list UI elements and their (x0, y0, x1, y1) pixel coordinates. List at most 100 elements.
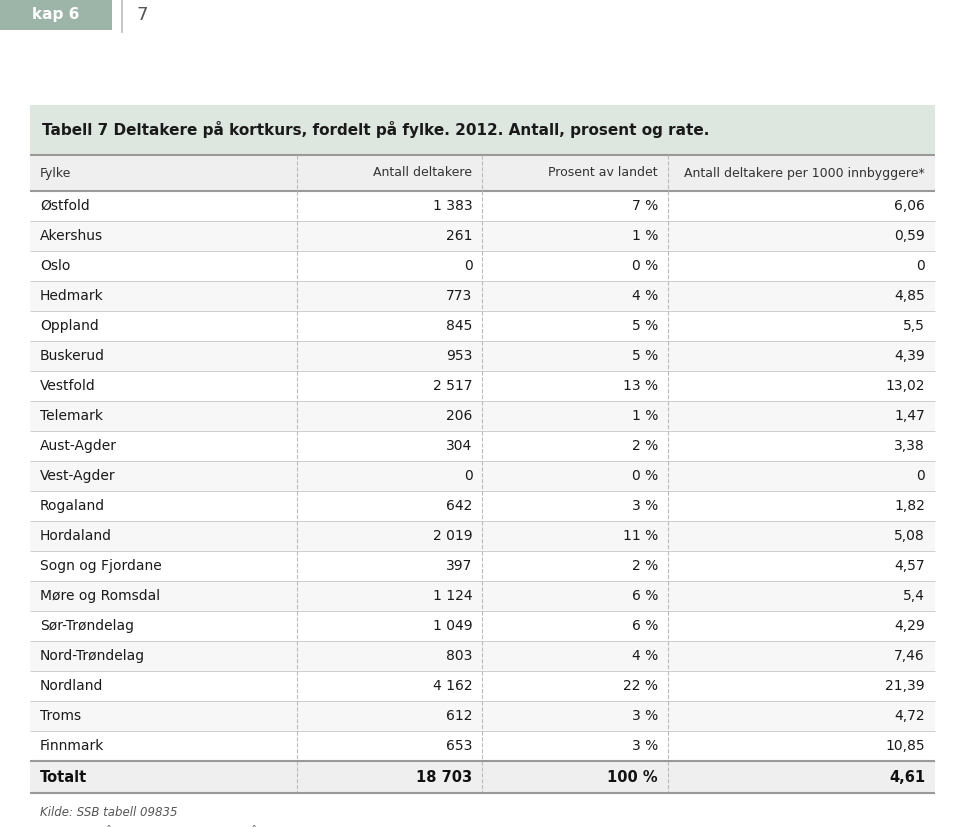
Text: 6 %: 6 % (632, 589, 658, 603)
Text: 2 %: 2 % (632, 439, 658, 453)
Text: 100 %: 100 % (608, 769, 658, 785)
Text: 7: 7 (136, 6, 148, 24)
Text: 3 %: 3 % (632, 709, 658, 723)
Text: 18 703: 18 703 (417, 769, 472, 785)
FancyBboxPatch shape (30, 251, 935, 281)
Text: Troms: Troms (40, 709, 82, 723)
FancyBboxPatch shape (30, 611, 935, 641)
Text: 11 %: 11 % (623, 529, 658, 543)
Text: Sogn og Fjordane: Sogn og Fjordane (40, 559, 161, 573)
Text: 6,06: 6,06 (894, 199, 925, 213)
Text: 7 %: 7 % (632, 199, 658, 213)
FancyBboxPatch shape (30, 341, 935, 371)
Text: 1 %: 1 % (632, 229, 658, 243)
FancyBboxPatch shape (30, 281, 935, 311)
Text: Hordaland: Hordaland (40, 529, 112, 543)
Text: 5 %: 5 % (632, 349, 658, 363)
Text: Finnmark: Finnmark (40, 739, 105, 753)
Text: 953: 953 (446, 349, 472, 363)
Text: 13,02: 13,02 (885, 379, 925, 393)
Text: 0: 0 (464, 469, 472, 483)
FancyBboxPatch shape (30, 581, 935, 611)
Text: Telemark: Telemark (40, 409, 103, 423)
FancyBboxPatch shape (0, 0, 112, 30)
FancyBboxPatch shape (30, 221, 935, 251)
Text: Møre og Romsdal: Møre og Romsdal (40, 589, 160, 603)
Text: 304: 304 (446, 439, 472, 453)
Text: kap 6: kap 6 (33, 7, 80, 22)
Text: Sør-Trøndelag: Sør-Trøndelag (40, 619, 134, 633)
Text: 261: 261 (446, 229, 472, 243)
Text: 612: 612 (446, 709, 472, 723)
Text: 3 %: 3 % (632, 739, 658, 753)
Text: Aust-Agder: Aust-Agder (40, 439, 117, 453)
Text: 642: 642 (446, 499, 472, 513)
Text: 3,38: 3,38 (895, 439, 925, 453)
Text: 4,39: 4,39 (895, 349, 925, 363)
Text: 1,82: 1,82 (894, 499, 925, 513)
Text: 3 %: 3 % (632, 499, 658, 513)
FancyBboxPatch shape (30, 105, 935, 155)
Text: Vestfold: Vestfold (40, 379, 96, 393)
Text: 0 %: 0 % (632, 469, 658, 483)
Text: Fylke: Fylke (40, 166, 71, 179)
FancyBboxPatch shape (30, 551, 935, 581)
Text: Buskerud: Buskerud (40, 349, 105, 363)
Text: Nord-Trøndelag: Nord-Trøndelag (40, 649, 145, 663)
FancyBboxPatch shape (30, 191, 935, 221)
Text: 653: 653 (446, 739, 472, 753)
Text: 5,08: 5,08 (895, 529, 925, 543)
Text: 2 019: 2 019 (433, 529, 472, 543)
FancyBboxPatch shape (30, 761, 935, 793)
Text: 13 %: 13 % (623, 379, 658, 393)
Text: Prosent av landet: Prosent av landet (548, 166, 658, 179)
Text: 4,61: 4,61 (889, 769, 925, 785)
Text: 5,4: 5,4 (903, 589, 925, 603)
Text: 4,57: 4,57 (895, 559, 925, 573)
Text: 397: 397 (446, 559, 472, 573)
Text: 1 049: 1 049 (433, 619, 472, 633)
Text: Totalt: Totalt (40, 769, 87, 785)
Text: 21,39: 21,39 (885, 679, 925, 693)
Text: 1 %: 1 % (632, 409, 658, 423)
Text: 206: 206 (446, 409, 472, 423)
Text: 1 124: 1 124 (433, 589, 472, 603)
FancyBboxPatch shape (30, 701, 935, 731)
Text: 22 %: 22 % (623, 679, 658, 693)
FancyBboxPatch shape (30, 461, 935, 491)
Text: 6 %: 6 % (632, 619, 658, 633)
Text: 7,46: 7,46 (895, 649, 925, 663)
Text: * Beregnet på grunnlag av personer, 16 år eller eldre, per 1.1.2013 (SSB tabell : * Beregnet på grunnlag av personer, 16 å… (40, 825, 492, 827)
Text: 845: 845 (446, 319, 472, 333)
FancyBboxPatch shape (30, 641, 935, 671)
Text: Antall deltakere: Antall deltakere (373, 166, 472, 179)
FancyBboxPatch shape (30, 401, 935, 431)
Text: 2 517: 2 517 (433, 379, 472, 393)
Text: 5 %: 5 % (632, 319, 658, 333)
Text: 4 162: 4 162 (433, 679, 472, 693)
Text: 4,72: 4,72 (895, 709, 925, 723)
Text: 10,85: 10,85 (885, 739, 925, 753)
FancyBboxPatch shape (30, 731, 935, 761)
Text: 803: 803 (446, 649, 472, 663)
Text: 4,85: 4,85 (895, 289, 925, 303)
FancyBboxPatch shape (30, 371, 935, 401)
Text: Oslo: Oslo (40, 259, 70, 273)
Text: 0: 0 (464, 259, 472, 273)
FancyBboxPatch shape (30, 431, 935, 461)
FancyBboxPatch shape (30, 491, 935, 521)
Text: 1 383: 1 383 (433, 199, 472, 213)
FancyBboxPatch shape (30, 311, 935, 341)
Text: Nordland: Nordland (40, 679, 104, 693)
Text: Kilde: SSB tabell 09835: Kilde: SSB tabell 09835 (40, 806, 178, 820)
Text: Oppland: Oppland (40, 319, 99, 333)
Text: 4,29: 4,29 (895, 619, 925, 633)
Text: Vest-Agder: Vest-Agder (40, 469, 115, 483)
Text: Antall deltakere per 1000 innbyggere*: Antall deltakere per 1000 innbyggere* (684, 166, 925, 179)
Text: 0: 0 (916, 259, 925, 273)
Text: Rogaland: Rogaland (40, 499, 106, 513)
Text: 4 %: 4 % (632, 289, 658, 303)
Text: 4 %: 4 % (632, 649, 658, 663)
Text: 2 %: 2 % (632, 559, 658, 573)
Text: 0,59: 0,59 (895, 229, 925, 243)
